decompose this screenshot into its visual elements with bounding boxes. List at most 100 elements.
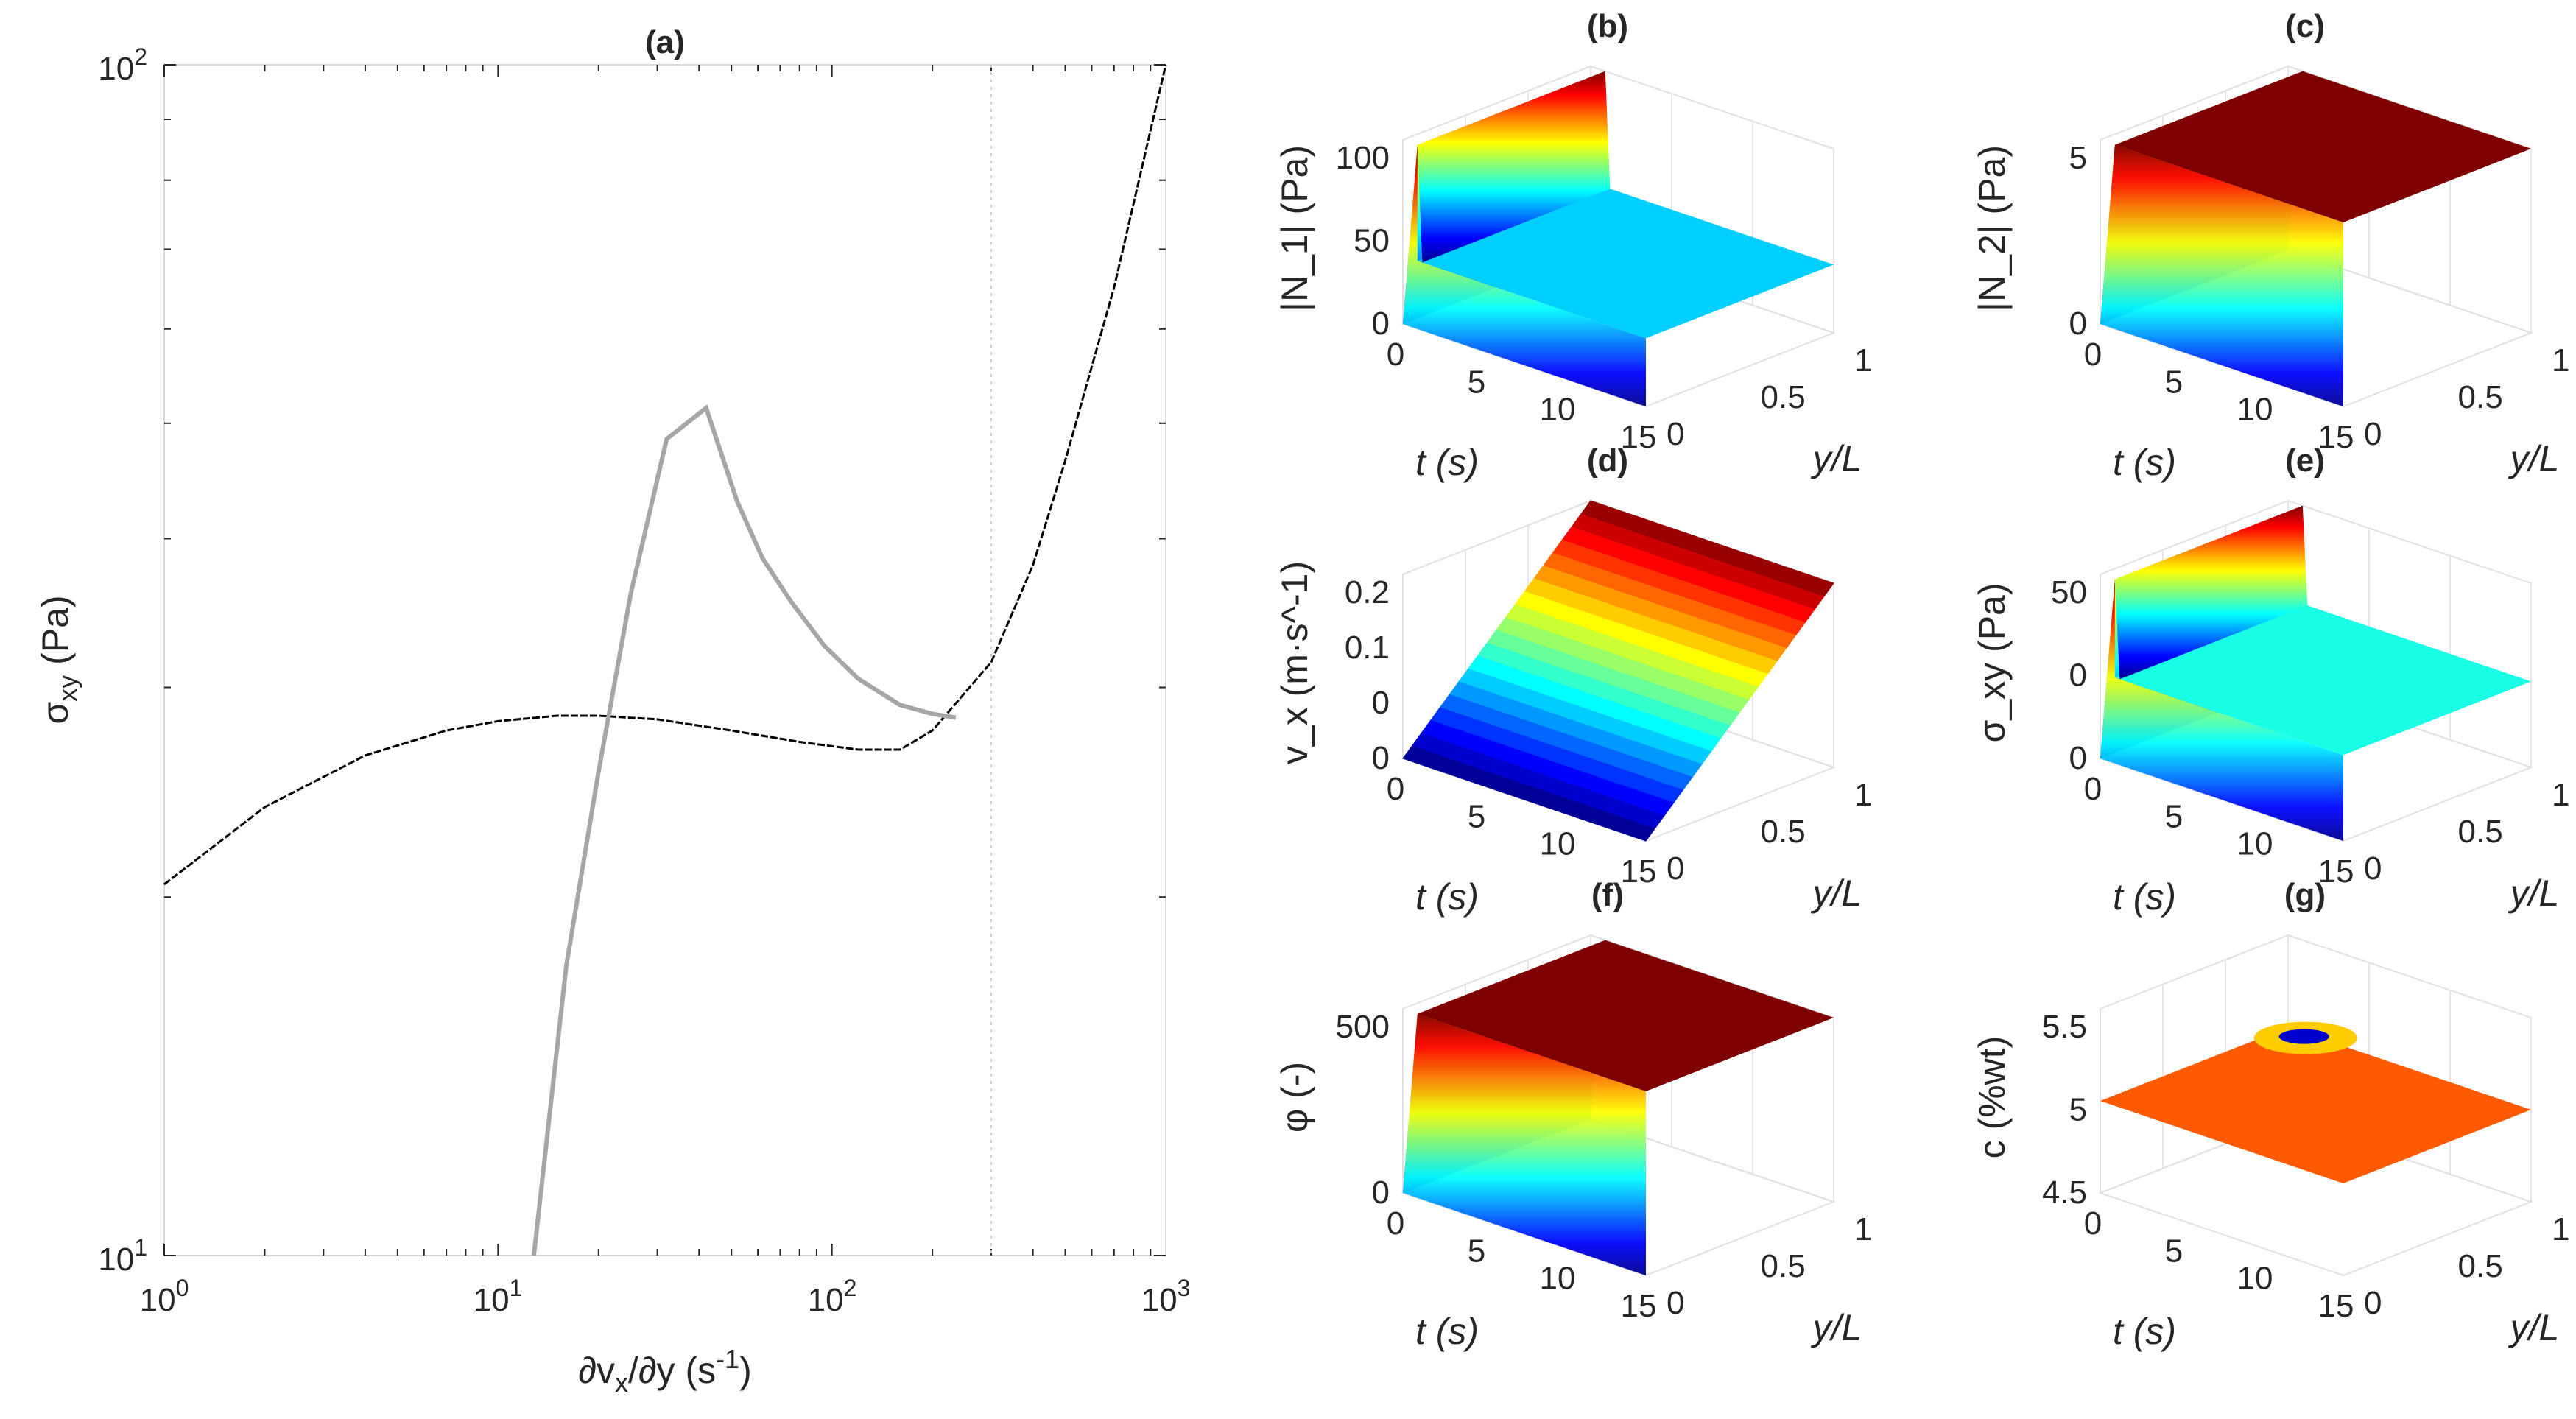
panel-b-ylabel: y/L <box>1811 438 1862 479</box>
panel-c-ztick-label: 5 <box>2069 140 2087 176</box>
panel-g-ttick-label: 0 <box>2084 1205 2102 1242</box>
panel-g-ttick-label: 10 <box>2237 1261 2273 1297</box>
panel-d-ztick-label: 0.2 <box>1345 574 1390 610</box>
panel-e-plateau <box>2114 604 2531 756</box>
panel-a-xtick-label: 102 <box>808 1275 857 1318</box>
panel-g-spot-core <box>2278 1029 2329 1044</box>
panel-c-zlabel: |N_2| (Pa) <box>1971 145 2013 311</box>
panel-b-ztick-label: 100 <box>1336 140 1390 176</box>
panel-e-ztick-label: 50 <box>2051 574 2087 610</box>
panel-a-xtick-label: 103 <box>1141 1275 1191 1318</box>
panel-a-constitutive-curve <box>163 64 1167 886</box>
panel-f-ttick-label: 10 <box>1540 1261 1576 1297</box>
panel-f-title: (f) <box>1591 877 1624 913</box>
panel-b-ztick-label: 50 <box>1354 223 1390 259</box>
panel-g-zlabel: c (%wt) <box>1971 1036 2013 1159</box>
panel-c-plateau <box>2114 71 2531 222</box>
panel-c-ztick-label: 0 <box>2069 306 2087 342</box>
panel-g-ylabel: y/L <box>2508 1307 2560 1348</box>
panel-b-ttick-label: 0 <box>1387 337 1404 373</box>
panel-g-ytick-label: 0.5 <box>2458 1248 2503 1284</box>
panel-g-surface-plot: 4.5 5 5.5 0 5 10 15 0 0.5 1 t (s) y/L c (%wt) (g) <box>1971 877 2569 1352</box>
panel-c-side-wall <box>2100 144 2343 406</box>
panel-g-floor <box>2098 1118 2533 1277</box>
panel-e-ttick-label: 5 <box>2165 798 2183 834</box>
panel-a-xtick-label: 100 <box>140 1275 189 1318</box>
panel-d-ttick-label: 15 <box>1621 853 1657 890</box>
panel-e-ttick-label: 0 <box>2084 771 2102 807</box>
panel-a-ytick-label: 101 <box>98 1234 147 1278</box>
panel-a-title: (a) <box>645 24 685 60</box>
panel-b-ttick-label: 5 <box>1468 364 1485 400</box>
panel-f-ytick-label: 1 <box>1854 1211 1872 1247</box>
panel-b-surface-plot: 0 50 100 0 5 10 15 0 0.5 1 t (s) y/L |N_1| (Pa) (b) <box>1274 8 1872 483</box>
panel-a-ytick-label: 102 <box>98 43 147 87</box>
panel-a-minor-ticks <box>163 64 1166 1256</box>
panel-d-title: (d) <box>1587 443 1628 479</box>
panel-c-ttick-label: 15 <box>2318 419 2354 455</box>
panel-d-surface-strip <box>1580 500 1834 597</box>
panel-e-tlabel: t (s) <box>2113 876 2176 918</box>
panel-d-ytick-label: 1 <box>1854 777 1872 813</box>
panel-f-plateau <box>1417 940 1834 1091</box>
panel-c-ylabel: y/L <box>2508 438 2560 479</box>
panel-e-zlabel: σ_xy (Pa) <box>1971 582 2013 742</box>
panel-a-plot-area <box>163 64 1166 1256</box>
panel-e-ylabel: y/L <box>2508 873 2560 914</box>
panel-c-ttick-label: 5 <box>2165 364 2183 400</box>
panel-g-ztick-label: 5.5 <box>2042 1009 2087 1045</box>
panel-e-ztick-label: 0 <box>2069 658 2087 694</box>
panel-d-ttick-label: 5 <box>1468 798 1485 834</box>
panel-c-tlabel: t (s) <box>2113 442 2176 483</box>
panel-f-ztick-label: 0 <box>1372 1175 1390 1211</box>
panel-b-ytick-label: 1 <box>1854 342 1872 378</box>
panel-f-zlabel: φ (-) <box>1274 1062 1315 1133</box>
panel-a-ylabel: σxy (Pa) <box>35 595 82 724</box>
panel-b-ytick-label: 0.5 <box>1761 379 1806 415</box>
panel-b-ytick-label: 0 <box>1667 416 1684 452</box>
panel-f-tlabel: t (s) <box>1415 1311 1479 1352</box>
panel-c-ttick-label: 10 <box>2237 392 2273 428</box>
panel-d-ztick-label: 0.1 <box>1345 630 1390 666</box>
panel-c-surface-plot: 0 5 0 5 10 15 0 0.5 1 t (s) y/L |N_2| (Pa) (c) <box>1971 8 2569 483</box>
panel-g-ttick-label: 15 <box>2318 1288 2354 1324</box>
panel-g-title: (g) <box>2284 877 2326 913</box>
panel-b-plateau <box>1417 187 1834 339</box>
panel-f-ytick-label: 0.5 <box>1761 1248 1806 1284</box>
panel-b-zlabel: |N_1| (Pa) <box>1274 145 1315 311</box>
panel-d-ylabel: y/L <box>1811 873 1862 914</box>
panel-d-ttick-label: 0 <box>1387 771 1404 807</box>
panel-d-ttick-label: 10 <box>1540 826 1576 862</box>
panel-f-ylabel: y/L <box>1811 1307 1862 1348</box>
panel-c-ytick-label: 1 <box>2552 342 2569 378</box>
panel-f-ztick-label: 500 <box>1336 1009 1390 1045</box>
panel-g-ztick-label: 5 <box>2069 1092 2087 1128</box>
panel-b-tlabel: t (s) <box>1415 442 1479 483</box>
panel-a-xlabel: ∂vx/∂y (s-1) <box>578 1344 752 1398</box>
panel-b-title: (b) <box>1587 8 1628 44</box>
panel-e-ttick-label: 10 <box>2237 826 2273 862</box>
panel-e-side-wall <box>2100 579 2343 841</box>
panel-g-ztick-label: 4.5 <box>2042 1175 2087 1211</box>
panel-f-ttick-label: 5 <box>1468 1233 1485 1269</box>
panel-d-ytick-label: 0 <box>1667 851 1684 887</box>
panel-f-ttick-label: 0 <box>1387 1205 1404 1242</box>
panel-e-title: (e) <box>2285 443 2325 479</box>
panel-c-ytick-label: 0 <box>2364 416 2382 452</box>
panel-c-ytick-label: 0.5 <box>2458 379 2503 415</box>
panel-b-ttick-label: 15 <box>1621 419 1657 455</box>
panel-c-title: (c) <box>2285 8 2325 44</box>
panel-d-ztick-label: 0 <box>1372 685 1390 721</box>
panel-e-ytick-label: 0.5 <box>2458 814 2503 850</box>
panel-b-side-wall <box>1403 144 1646 406</box>
panel-e-ytick-label: 1 <box>2552 777 2569 813</box>
panel-b-overshoot <box>1417 71 1611 263</box>
panel-a-xtick-label: 101 <box>474 1275 523 1318</box>
panel-d-zlabel: v_x (m·s^-1) <box>1274 561 1315 764</box>
panel-a-transient-curve <box>531 404 957 1256</box>
panel-f-side-wall <box>1403 1013 1646 1275</box>
panel-f-surface-plot: 0 500 0 5 10 15 0 0.5 1 t (s) y/L φ (-) (f) <box>1274 877 1872 1352</box>
panel-g-ytick-label: 0 <box>2364 1285 2382 1321</box>
